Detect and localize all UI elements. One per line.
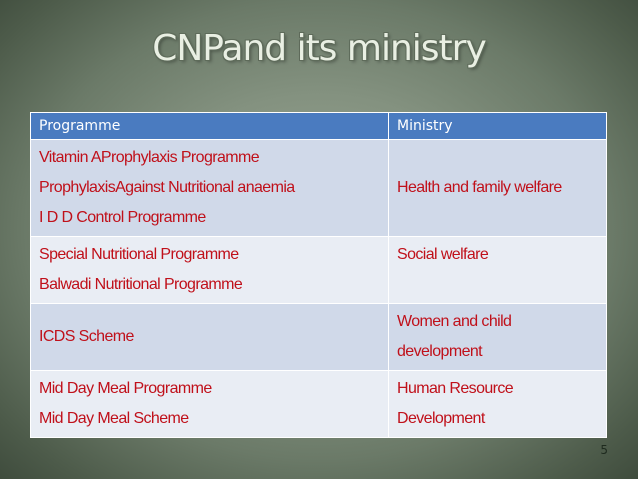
programme-item: ICDS Scheme [39, 328, 134, 345]
table-header-row: Programme Ministry [30, 112, 607, 140]
programme-cell: Mid Day Meal Programme Mid Day Meal Sche… [30, 370, 389, 438]
programme-cell: ICDS Scheme [30, 303, 389, 371]
programme-item: Vitamin AProphylaxis Programme [39, 149, 260, 166]
header-ministry: Ministry [388, 112, 607, 140]
programme-ministry-table: Programme Ministry Vitamin AProphylaxis … [30, 112, 607, 438]
slide-title: CNPand its ministry [152, 28, 487, 69]
programme-item: I D D Control Programme [39, 209, 206, 226]
programme-item: Balwadi Nutritional Programme [39, 276, 243, 293]
header-programme: Programme [30, 112, 389, 140]
table-row: ICDS Scheme Women and child development [30, 303, 607, 371]
ministry-text: Health and family welfare [397, 179, 562, 196]
ministry-text: Human Resource [397, 380, 514, 397]
programme-item: ProphylaxisAgainst Nutritional anaemia [39, 179, 295, 196]
programme-item: Mid Day Meal Scheme [39, 410, 189, 427]
table-row: Special Nutritional Programme Balwadi Nu… [30, 236, 607, 304]
table-row: Vitamin AProphylaxis Programme Prophylax… [30, 139, 607, 237]
ministry-text: Development [397, 410, 485, 427]
programme-cell: Special Nutritional Programme Balwadi Nu… [30, 236, 389, 304]
page-number: 5 [600, 443, 608, 457]
programme-item: Special Nutritional Programme [39, 246, 239, 263]
ministry-cell: Health and family welfare [388, 139, 607, 237]
ministry-cell: Human Resource Development [388, 370, 607, 438]
programme-item: Mid Day Meal Programme [39, 380, 212, 397]
ministry-cell: Social welfare [388, 236, 607, 304]
programme-cell: Vitamin AProphylaxis Programme Prophylax… [30, 139, 389, 237]
ministry-text: development [397, 343, 483, 360]
ministry-text: Social welfare [397, 246, 489, 263]
ministry-text: Women and child [397, 313, 512, 330]
ministry-cell: Women and child development [388, 303, 607, 371]
table-row: Mid Day Meal Programme Mid Day Meal Sche… [30, 370, 607, 438]
